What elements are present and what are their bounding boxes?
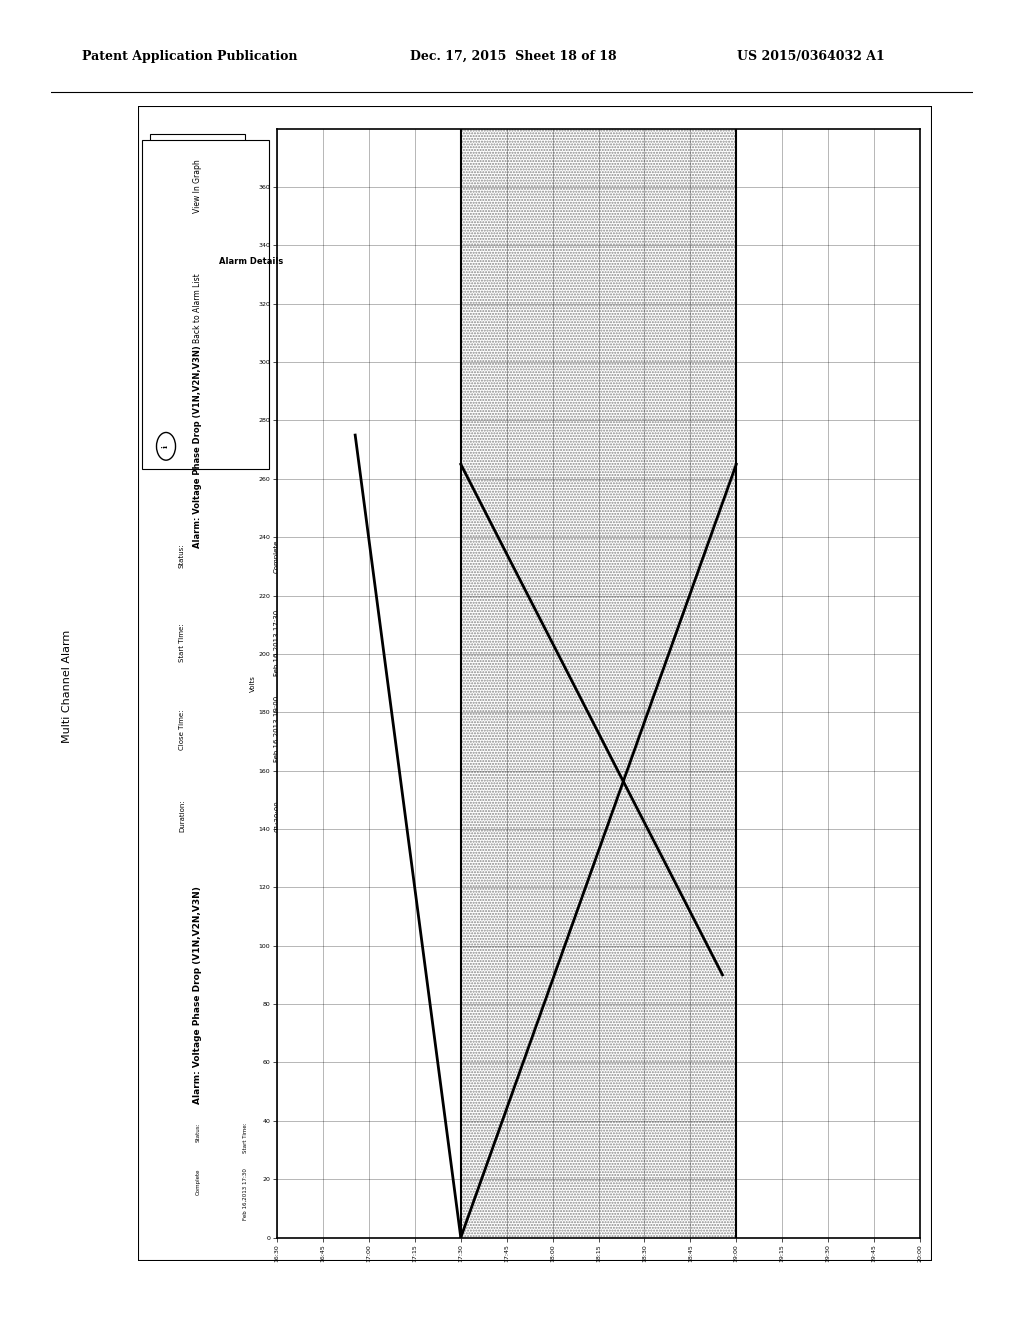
Bar bbox=[151, 135, 246, 239]
Text: Feb 16,2013 19:00: Feb 16,2013 19:00 bbox=[274, 696, 281, 763]
Text: 01:30:00: 01:30:00 bbox=[274, 800, 281, 832]
Text: Feb 16,2013 17:30: Feb 16,2013 17:30 bbox=[243, 1168, 248, 1220]
Text: 01:30:00: 01:30:00 bbox=[338, 1168, 343, 1193]
Text: Complete: Complete bbox=[274, 540, 281, 573]
Text: Start Time:: Start Time: bbox=[179, 623, 185, 663]
Text: US 2015/0364032 A1: US 2015/0364032 A1 bbox=[737, 50, 885, 62]
Text: V1N > 100 && V2N > 100 && V3N > 100 after 15 minutes: V1N > 100 && V2N > 100 && V3N > 100 afte… bbox=[461, 821, 466, 983]
Bar bbox=[142, 140, 269, 470]
Text: Patent Application Publication: Patent Application Publication bbox=[82, 50, 297, 62]
Text: Feb 16,2013 17:30: Feb 16,2013 17:30 bbox=[274, 610, 281, 676]
Bar bbox=[151, 256, 246, 360]
Text: V1N, V2N, V3N: V1N, V2N, V3N bbox=[461, 622, 466, 663]
Text: Close Condition: Close Condition bbox=[366, 878, 371, 927]
Text: Complete: Complete bbox=[196, 1168, 201, 1195]
Text: Feb 16,2013 19:00: Feb 16,2013 19:00 bbox=[291, 1168, 296, 1220]
Text: View In Graph: View In Graph bbox=[194, 160, 203, 214]
Text: Data Category: Data Category bbox=[366, 706, 371, 752]
Text: Trigger Condition:: Trigger Condition: bbox=[366, 788, 371, 843]
Text: FIG. 18: FIG. 18 bbox=[705, 1106, 842, 1138]
Text: Dec. 17, 2015  Sheet 18 of 18: Dec. 17, 2015 Sheet 18 of 18 bbox=[410, 50, 616, 62]
Text: Applicable Data:: Applicable Data: bbox=[366, 616, 371, 669]
Text: Duration:: Duration: bbox=[179, 800, 185, 833]
Text: Main: Main bbox=[461, 723, 466, 735]
Text: Status:: Status: bbox=[179, 544, 185, 569]
Text: Alarm Details: Alarm Details bbox=[219, 257, 284, 267]
Text: Site Name:: Site Name: bbox=[366, 539, 371, 573]
Text: Start Time:: Start Time: bbox=[243, 1122, 248, 1152]
Text: Multi Channel Alarm: Multi Channel Alarm bbox=[61, 630, 72, 743]
Text: i: i bbox=[162, 445, 170, 447]
Bar bbox=[461, 129, 736, 1238]
Text: Alarm: Voltage Phase Drop (V1N,V2N,V3N): Alarm: Voltage Phase Drop (V1N,V2N,V3N) bbox=[194, 886, 203, 1104]
Text: Site 123: Site 123 bbox=[461, 545, 466, 568]
Text: Status:: Status: bbox=[196, 1122, 201, 1142]
Text: Back to Alarm List: Back to Alarm List bbox=[194, 273, 203, 343]
Text: Alarm: Voltage Phase Drop (V1N,V2N,V3N): Alarm: Voltage Phase Drop (V1N,V2N,V3N) bbox=[194, 345, 203, 548]
Text: Close Time:: Close Time: bbox=[291, 1122, 296, 1154]
Text: V1N < 100 || V2N < 100 || V3N < 100 for 15 minutes: V1N < 100 || V2N < 100 || V3N < 100 for … bbox=[461, 742, 466, 890]
Text: Duration:: Duration: bbox=[338, 1122, 343, 1148]
Y-axis label: Volts: Volts bbox=[250, 675, 256, 692]
Text: Close Time:: Close Time: bbox=[179, 709, 185, 750]
